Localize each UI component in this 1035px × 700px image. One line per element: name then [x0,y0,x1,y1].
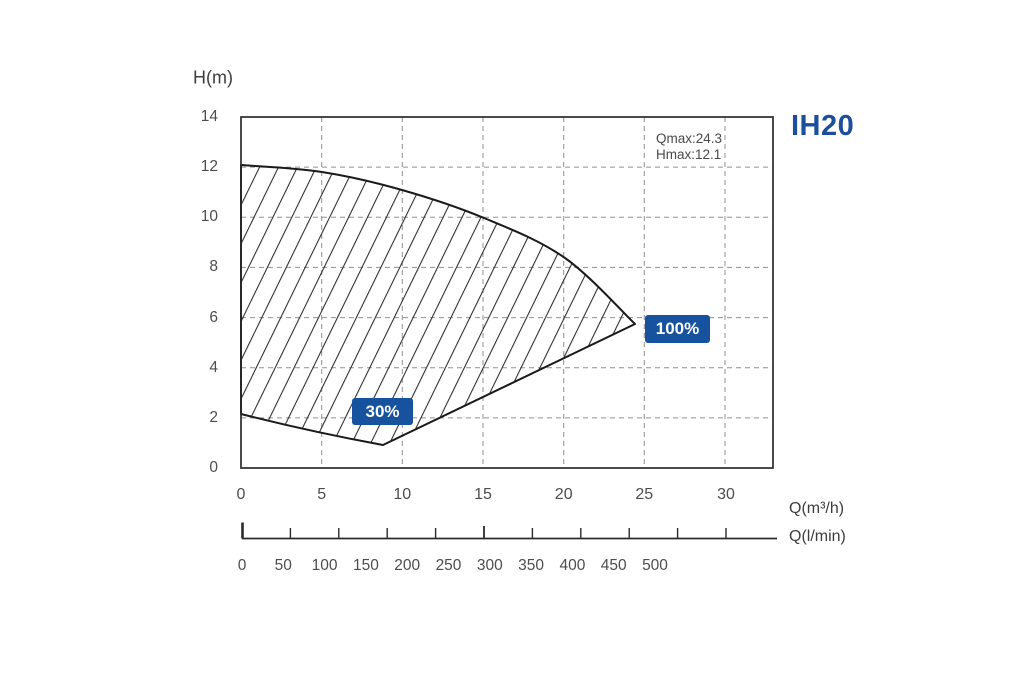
lmin-tick-label: 500 [642,557,668,574]
operating-region [240,164,636,446]
y-tick-label: 8 [209,258,218,276]
plot-border [240,116,774,469]
y-axis-label: H(m) [193,67,233,88]
lmin-tick-label: 250 [435,557,462,574]
y-tick-label: 12 [200,158,218,176]
lmin-tick-label: 100 [311,557,338,574]
lmin-tick-label: 400 [559,557,586,574]
chart-title: IH20 [791,110,855,142]
region-label-30-percent: 30% [352,398,413,425]
x-tick-label: 15 [474,486,492,503]
lmin-tick-label: 200 [394,557,421,574]
y-tick-label: 6 [209,308,218,326]
lmin-tick-label: 450 [600,557,627,574]
x-tick-label: 20 [554,486,573,503]
max-values-annotation: Qmax:24.3 Hmax:12.1 [656,131,722,163]
y-tick-label: 2 [209,408,218,426]
x-axis-secondary-label: Q(l/min) [789,528,846,545]
x-tick-label: 30 [717,486,735,503]
x-tick-label: 25 [635,486,654,503]
lmin-tick-label: 150 [352,557,379,574]
x-tick-label: 5 [317,486,327,503]
x-tick-label: 10 [393,486,412,503]
lmin-tick-label: 0 [237,557,247,574]
lmin-tick-label: 350 [518,557,545,574]
lmin-tick-label: 300 [476,557,503,574]
lmin-tick-label: 50 [274,557,292,574]
qmax-text: Qmax:24.3 [656,131,723,146]
hmax-text: Hmax:12.1 [656,147,722,162]
y-tick-label: 0 [209,459,218,476]
y-tick-label: 14 [200,108,218,125]
y-tick-label: 10 [200,208,218,226]
y-tick-label: 4 [209,358,218,376]
x-axis-label: Q(m³/h) [789,500,845,517]
lmin-axis [241,522,777,540]
x-tick-label: 0 [236,486,246,503]
region-label-100-percent: 100% [645,315,710,343]
